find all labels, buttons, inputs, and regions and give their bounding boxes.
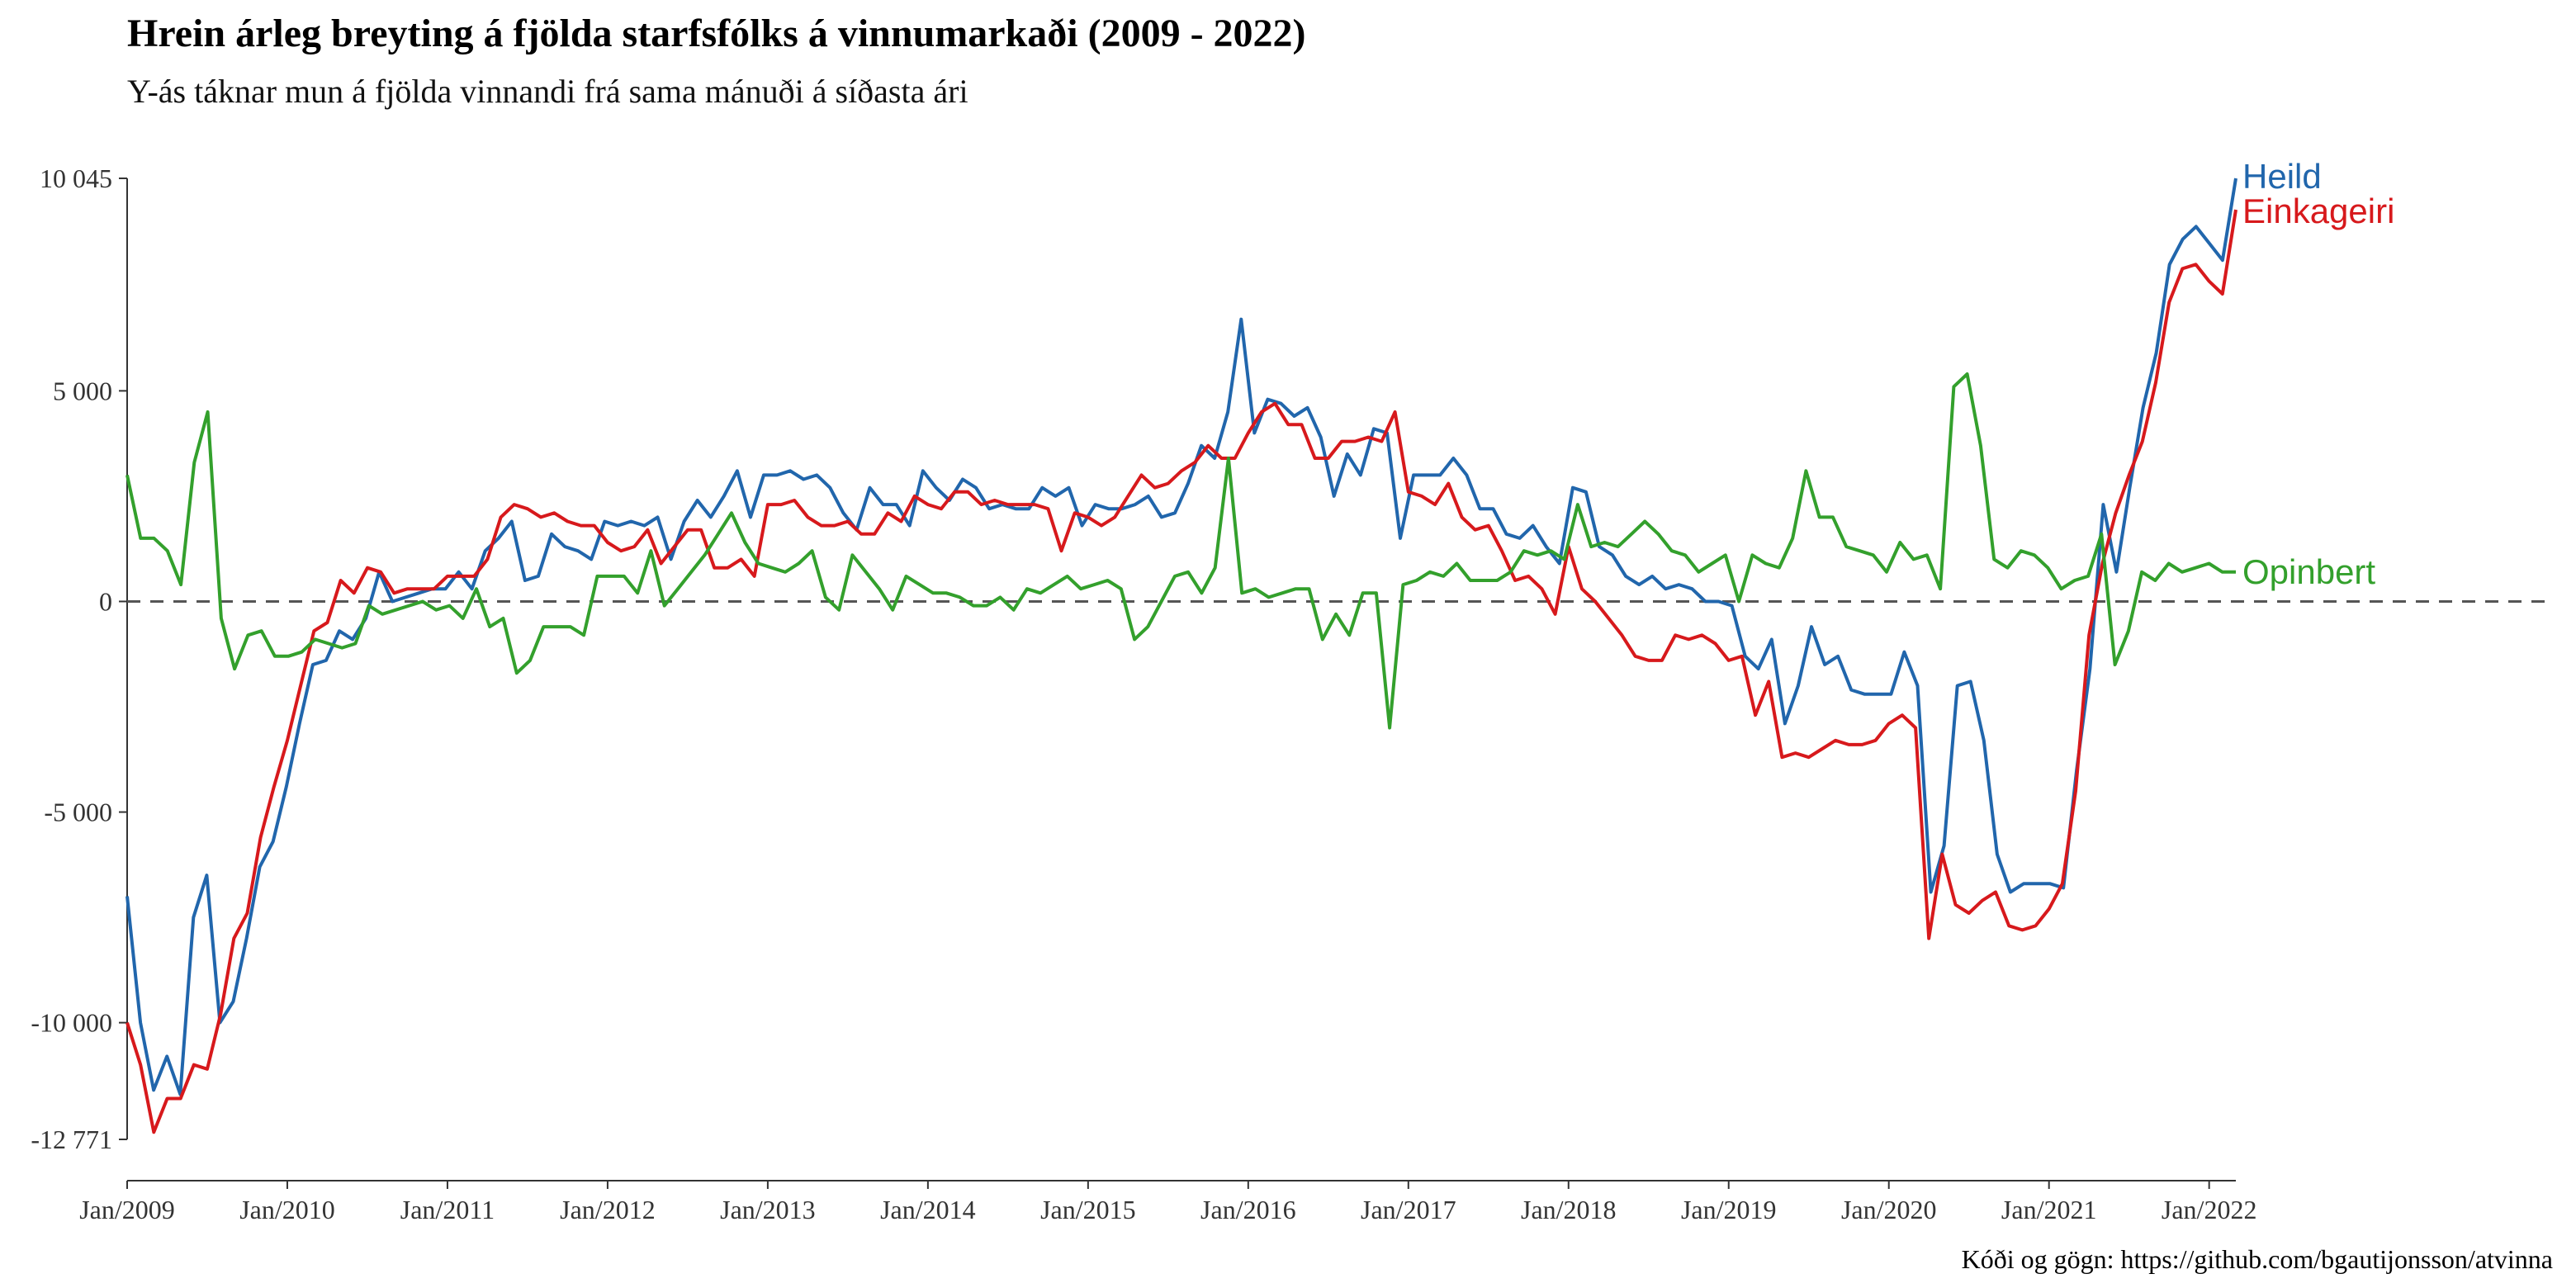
series-line-heild [125,178,2237,1096]
chart-subtitle: Y-ás táknar mun á fjölda vinnandi frá sa… [127,73,968,110]
x-tick-label: Jan/2011 [400,1195,495,1224]
series-lines [125,178,2237,1134]
x-axis: Jan/2009 Jan/2010 Jan/2011 Jan/2012 Jan/2013… [79,1180,2257,1224]
x-tick-label: Jan/2022 [2162,1195,2257,1224]
x-tick-label: Jan/2019 [1681,1195,1777,1224]
series-label-opinbert: Opinbert [2242,552,2375,591]
x-tick-label: Jan/2020 [1841,1195,1937,1224]
x-tick-label: Jan/2014 [880,1195,976,1224]
y-tick-label: -12 771 [31,1125,112,1154]
x-tick-label: Jan/2021 [2001,1195,2097,1224]
series-label-heild: Heild [2242,157,2322,196]
series-line-opinbert [125,372,2236,730]
source-caption: Kóði og gögn: https://github.com/bgautij… [1962,1244,2553,1274]
y-tick-label: -10 000 [31,1008,112,1038]
y-tick-label: -5 000 [44,798,112,827]
x-tick-label: Jan/2013 [720,1195,816,1224]
x-tick-label: Jan/2015 [1040,1195,1136,1224]
x-tick-label: Jan/2018 [1521,1195,1617,1224]
y-tick-label: 10 045 [40,163,112,193]
x-tick-label: Jan/2009 [79,1195,175,1224]
x-tick-label: Jan/2016 [1200,1195,1296,1224]
x-tick-label: Jan/2012 [560,1195,656,1224]
x-tick-label: Jan/2010 [239,1195,335,1224]
x-tick-label: Jan/2017 [1361,1195,1456,1224]
chart-title: Hrein árleg breyting á fjölda starfsfólk… [127,12,1306,55]
y-tick-label: 0 [99,586,112,616]
y-tick-label: 5 000 [53,376,112,405]
series-label-einkageiri: Einkageiri [2242,192,2394,230]
y-axis: 10 045 5 000 0 -5 000 -10 000 -12 771 [31,163,128,1154]
series-line-einkageiri [125,209,2237,1134]
